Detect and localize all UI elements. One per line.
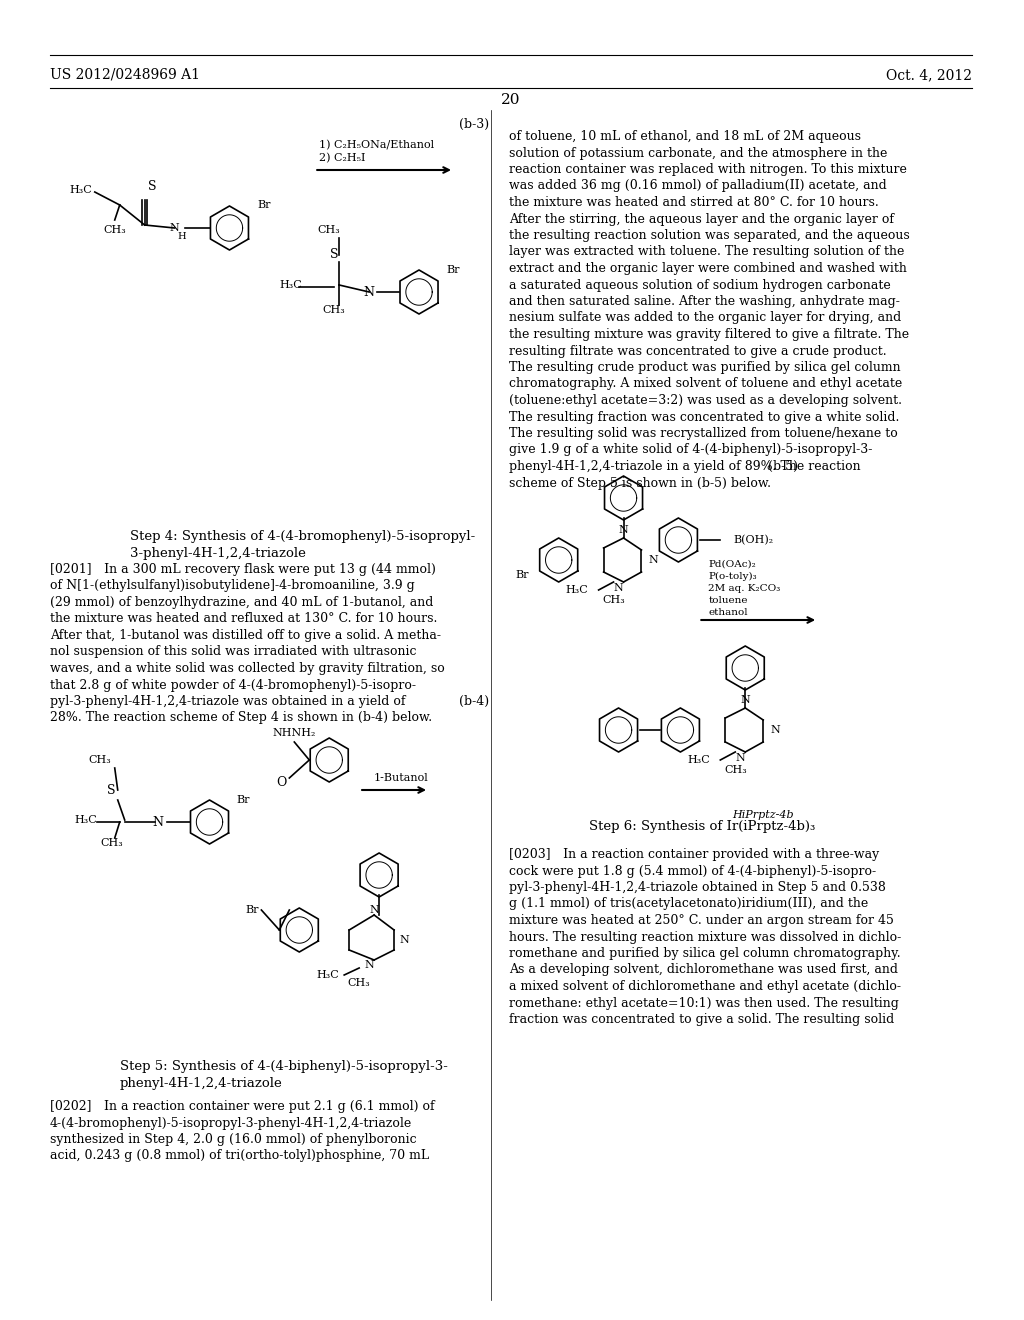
Text: CH₃: CH₃ (103, 224, 126, 235)
Text: N: N (370, 906, 379, 915)
Text: 2) C₂H₅I: 2) C₂H₅I (319, 153, 366, 164)
Text: US 2012/0248969 A1: US 2012/0248969 A1 (50, 69, 200, 82)
Text: 2M aq. K₂CO₃: 2M aq. K₂CO₃ (709, 583, 780, 593)
Text: N: N (735, 752, 745, 763)
Text: (b-4): (b-4) (459, 696, 489, 708)
Text: [0202] In a reaction container were put 2.1 g (6.1 mmol) of
4-(4-bromophenyl)-5-: [0202] In a reaction container were put … (50, 1100, 434, 1163)
Text: H₃C: H₃C (316, 970, 339, 979)
Text: of toluene, 10 mL of ethanol, and 18 mL of 2M aqueous
solution of potassium carb: of toluene, 10 mL of ethanol, and 18 mL … (509, 129, 909, 490)
Text: CH₃: CH₃ (602, 595, 625, 605)
Text: S: S (147, 181, 156, 194)
Text: H₃C: H₃C (566, 585, 589, 595)
Text: Oct. 4, 2012: Oct. 4, 2012 (886, 69, 972, 82)
Text: CH₃: CH₃ (348, 978, 371, 987)
Text: CH₃: CH₃ (100, 838, 123, 847)
Text: (b-5): (b-5) (768, 459, 798, 473)
Text: N: N (770, 725, 780, 735)
Text: [0203] In a reaction container provided with a three-way
cock were put 1.8 g (5.: [0203] In a reaction container provided … (509, 847, 901, 1026)
Text: NHNH₂: NHNH₂ (272, 729, 316, 738)
Text: N: N (618, 525, 629, 535)
Text: N: N (364, 285, 375, 298)
Text: H₃C: H₃C (75, 814, 97, 825)
Text: H₃C: H₃C (280, 280, 302, 290)
Text: N: N (365, 960, 374, 970)
Text: H₃C: H₃C (70, 185, 92, 195)
Text: N: N (613, 583, 624, 593)
Text: N: N (153, 816, 163, 829)
Text: 20: 20 (501, 92, 520, 107)
Text: CH₃: CH₃ (88, 755, 112, 766)
Text: S: S (330, 248, 339, 261)
Text: CH₃: CH₃ (317, 224, 341, 235)
Text: S: S (108, 784, 116, 796)
Text: Br: Br (515, 570, 528, 579)
Text: toluene: toluene (709, 597, 748, 605)
Text: N: N (740, 696, 751, 705)
Text: Br: Br (246, 906, 259, 915)
Text: Br: Br (237, 795, 250, 805)
Text: ethanol: ethanol (709, 609, 748, 616)
Text: H₃C: H₃C (687, 755, 711, 766)
Text: Step 5: Synthesis of 4-(4-biphenyl)-5-isopropyl-3-
phenyl-4H-1,2,4-triazole: Step 5: Synthesis of 4-(4-biphenyl)-5-is… (120, 1060, 447, 1090)
Text: Step 4: Synthesis of 4-(4-bromophenyl)-5-isopropyl-
3-phenyl-4H-1,2,4-triazole: Step 4: Synthesis of 4-(4-bromophenyl)-5… (130, 531, 475, 560)
Text: N: N (648, 554, 658, 565)
Text: [0201] In a 300 mL recovery flask were put 13 g (44 mmol)
of N[1-(ethylsulfanyl): [0201] In a 300 mL recovery flask were p… (50, 564, 444, 725)
Text: O: O (276, 776, 287, 788)
Text: N: N (399, 935, 409, 945)
Text: Br: Br (257, 201, 271, 210)
Text: B(OH)₂: B(OH)₂ (733, 535, 773, 545)
Text: 1-Butanol: 1-Butanol (374, 774, 429, 783)
Text: Step 6: Synthesis of Ir(iPrptz-4b)₃: Step 6: Synthesis of Ir(iPrptz-4b)₃ (589, 820, 815, 833)
Text: 1) C₂H₅ONa/Ethanol: 1) C₂H₅ONa/Ethanol (319, 140, 434, 150)
Text: CH₃: CH₃ (323, 305, 345, 315)
Text: H: H (177, 232, 186, 242)
Text: HiPrptz-4b: HiPrptz-4b (732, 810, 794, 820)
Text: (b-3): (b-3) (459, 117, 489, 131)
Text: CH₃: CH₃ (724, 766, 746, 775)
Text: Pd(OAc)₂: Pd(OAc)₂ (709, 560, 756, 569)
Text: Br: Br (446, 265, 460, 275)
Text: P(o-toly)₃: P(o-toly)₃ (709, 572, 757, 581)
Text: N: N (170, 223, 179, 234)
